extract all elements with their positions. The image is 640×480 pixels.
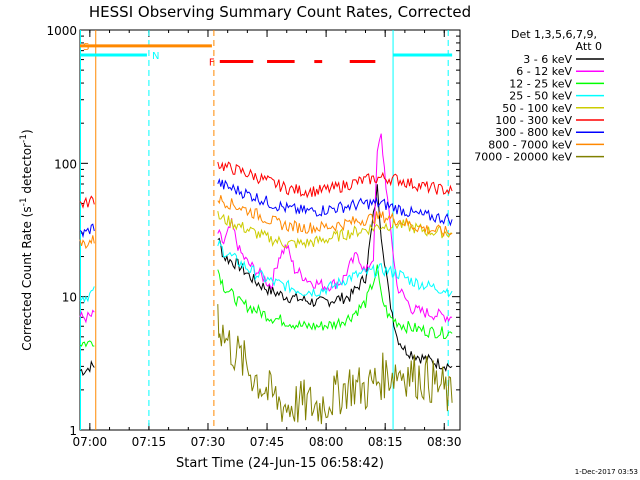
y-tick-label: 1	[69, 424, 77, 438]
x-tick-label: 07:45	[250, 435, 285, 449]
footer-date: 1-Dec-2017 03:53	[575, 468, 638, 476]
series-line-8	[217, 304, 453, 425]
legend-header-attenuator: Att 0	[576, 40, 602, 53]
y-tick-label: 10	[62, 291, 77, 305]
saa-flag-label: S	[83, 42, 89, 53]
series-line-5	[79, 161, 453, 209]
legend-label: 25 - 50 keV	[509, 90, 572, 103]
flare-flag-label: F	[209, 58, 215, 69]
x-tick-label: 08:30	[427, 435, 462, 449]
series-line-4	[217, 211, 453, 249]
legend-label: 6 - 12 keV	[516, 65, 572, 78]
series-line-7	[79, 195, 453, 250]
series-line-1	[79, 133, 453, 324]
series-line-3	[79, 239, 453, 304]
legend-label: 100 - 300 keV	[495, 114, 572, 127]
x-tick-label: 07:30	[191, 435, 226, 449]
legend-label: 300 - 800 keV	[495, 126, 572, 139]
y-tick-label: 100	[54, 157, 77, 171]
series-line-6	[79, 177, 453, 239]
x-tick-label: 08:15	[368, 435, 403, 449]
chart-title: HESSI Observing Summary Count Rates, Cor…	[89, 3, 471, 21]
legend-label: 50 - 100 keV	[502, 102, 572, 115]
y-tick-label: 1000	[46, 24, 77, 38]
series-line-0	[79, 184, 453, 376]
legend-label: 12 - 25 keV	[509, 77, 572, 90]
x-axis-label: Start Time (24-Jun-15 06:58:42)	[176, 456, 384, 471]
x-tick-label: 07:00	[73, 435, 108, 449]
legend-header-detectors: Det 1,3,5,6,7,9,	[511, 28, 597, 41]
night-flag-label: N	[152, 51, 159, 62]
series-line-2	[79, 264, 453, 348]
legend-label: 7000 - 20000 keV	[474, 151, 572, 164]
x-tick-label: 07:15	[132, 435, 167, 449]
legend-label: 3 - 6 keV	[523, 53, 572, 66]
x-tick-label: 08:00	[309, 435, 344, 449]
plot-area: 07:00 07:15 07:30 07:45 08:00 08:15 08:30 1 10 10…	[46, 24, 461, 449]
y-axis-label: Corrected Count Rate (s-1 detector-1)	[19, 129, 34, 350]
legend-label: 800 - 7000 keV	[488, 138, 572, 151]
